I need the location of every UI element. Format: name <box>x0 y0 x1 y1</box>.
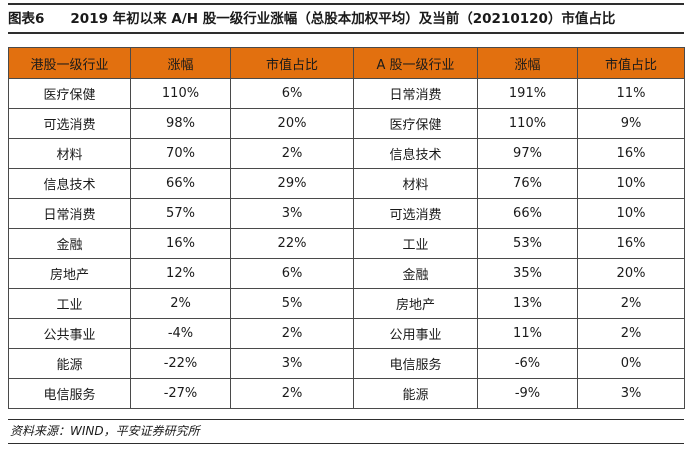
hk-change-cell: -27% <box>130 378 231 409</box>
column-header: 港股一级行业 <box>8 47 131 79</box>
hk-marketcap-cell: 20% <box>230 108 354 139</box>
hk-industry-cell: 信息技术 <box>8 168 131 199</box>
a-marketcap-cell: 10% <box>577 198 685 229</box>
table-body: 医疗保健 110% 6% 日常消费 191% 11% 可选消费 98% 20% 医疗保健 110% 9… <box>8 78 685 409</box>
a-change-cell: 11% <box>477 318 578 349</box>
hk-change-cell: 16% <box>130 228 231 259</box>
hk-marketcap-cell: 6% <box>230 78 354 109</box>
hk-change-cell: 12% <box>130 258 231 289</box>
hk-industry-cell: 工业 <box>8 288 131 319</box>
a-industry-cell: 公用事业 <box>353 318 478 349</box>
a-marketcap-cell: 11% <box>577 78 685 109</box>
hk-industry-cell: 可选消费 <box>8 108 131 139</box>
hk-change-cell: -22% <box>130 348 231 379</box>
a-marketcap-cell: 16% <box>577 228 685 259</box>
hk-marketcap-cell: 29% <box>230 168 354 199</box>
hk-change-cell: 70% <box>130 138 231 169</box>
hk-industry-cell: 金融 <box>8 228 131 259</box>
table-row: 材料 70% 2% 信息技术 97% 16% <box>8 138 685 169</box>
column-header: A 股一级行业 <box>353 47 478 79</box>
source-bottom-rule <box>8 443 684 444</box>
hk-industry-cell: 电信服务 <box>8 378 131 409</box>
hk-marketcap-cell: 2% <box>230 318 354 349</box>
hk-industry-cell: 公共事业 <box>8 318 131 349</box>
hk-marketcap-cell: 3% <box>230 198 354 229</box>
hk-change-cell: 57% <box>130 198 231 229</box>
a-change-cell: 110% <box>477 108 578 139</box>
hk-marketcap-cell: 3% <box>230 348 354 379</box>
hk-industry-cell: 能源 <box>8 348 131 379</box>
a-change-cell: 53% <box>477 228 578 259</box>
column-header: 市值占比 <box>230 47 354 79</box>
hk-change-cell: -4% <box>130 318 231 349</box>
a-change-cell: -6% <box>477 348 578 379</box>
column-header: 涨幅 <box>130 47 231 79</box>
column-header: 涨幅 <box>477 47 578 79</box>
hk-marketcap-cell: 22% <box>230 228 354 259</box>
a-marketcap-cell: 20% <box>577 258 685 289</box>
a-change-cell: -9% <box>477 378 578 409</box>
table-row: 工业 2% 5% 房地产 13% 2% <box>8 288 685 319</box>
ah-industry-table: 港股一级行业 涨幅 市值占比 A 股一级行业 涨幅 市值占比 医疗保健 110% 6% 日常消费… <box>8 47 685 409</box>
source-block: 资料来源：WIND，平安证券研究所 <box>0 419 692 444</box>
column-header: 市值占比 <box>577 47 685 79</box>
hk-industry-cell: 材料 <box>8 138 131 169</box>
a-industry-cell: 能源 <box>353 378 478 409</box>
a-marketcap-cell: 16% <box>577 138 685 169</box>
a-industry-cell: 医疗保健 <box>353 108 478 139</box>
hk-change-cell: 2% <box>130 288 231 319</box>
a-marketcap-cell: 10% <box>577 168 685 199</box>
table-row: 信息技术 66% 29% 材料 76% 10% <box>8 168 685 199</box>
a-change-cell: 191% <box>477 78 578 109</box>
hk-industry-cell: 房地产 <box>8 258 131 289</box>
a-marketcap-cell: 2% <box>577 288 685 319</box>
hk-marketcap-cell: 2% <box>230 378 354 409</box>
figure-title-row: 图表6 2019 年初以来 A/H 股一级行业涨幅（总股本加权平均）及当前（20… <box>8 5 684 32</box>
a-industry-cell: 可选消费 <box>353 198 478 229</box>
a-industry-cell: 材料 <box>353 168 478 199</box>
table-row: 电信服务 -27% 2% 能源 -9% 3% <box>8 378 685 409</box>
hk-change-cell: 66% <box>130 168 231 199</box>
table-row: 公共事业 -4% 2% 公用事业 11% 2% <box>8 318 685 349</box>
a-industry-cell: 电信服务 <box>353 348 478 379</box>
a-change-cell: 97% <box>477 138 578 169</box>
table-row: 可选消费 98% 20% 医疗保健 110% 9% <box>8 108 685 139</box>
hk-marketcap-cell: 5% <box>230 288 354 319</box>
figure-label: 图表6 <box>8 11 45 27</box>
a-marketcap-cell: 9% <box>577 108 685 139</box>
hk-change-cell: 110% <box>130 78 231 109</box>
table-row: 日常消费 57% 3% 可选消费 66% 10% <box>8 198 685 229</box>
source-top-rule <box>8 419 684 420</box>
a-change-cell: 13% <box>477 288 578 319</box>
a-industry-cell: 日常消费 <box>353 78 478 109</box>
table-row: 能源 -22% 3% 电信服务 -6% 0% <box>8 348 685 379</box>
top-rule <box>8 3 684 5</box>
table-row: 金融 16% 22% 工业 53% 16% <box>8 228 685 259</box>
a-change-cell: 66% <box>477 198 578 229</box>
hk-industry-cell: 日常消费 <box>8 198 131 229</box>
a-marketcap-cell: 2% <box>577 318 685 349</box>
a-industry-cell: 金融 <box>353 258 478 289</box>
a-industry-cell: 信息技术 <box>353 138 478 169</box>
table-header-row: 港股一级行业 涨幅 市值占比 A 股一级行业 涨幅 市值占比 <box>8 47 685 79</box>
table-row: 房地产 12% 6% 金融 35% 20% <box>8 258 685 289</box>
title-bottom-rule <box>8 32 684 34</box>
hk-change-cell: 98% <box>130 108 231 139</box>
a-marketcap-cell: 3% <box>577 378 685 409</box>
a-marketcap-cell: 0% <box>577 348 685 379</box>
a-change-cell: 76% <box>477 168 578 199</box>
table-row: 医疗保健 110% 6% 日常消费 191% 11% <box>8 78 685 109</box>
figure-title: 2019 年初以来 A/H 股一级行业涨幅（总股本加权平均）及当前（202101… <box>70 11 616 27</box>
a-industry-cell: 房地产 <box>353 288 478 319</box>
source-text: 资料来源：WIND，平安证券研究所 <box>10 424 200 438</box>
a-industry-cell: 工业 <box>353 228 478 259</box>
a-change-cell: 35% <box>477 258 578 289</box>
hk-industry-cell: 医疗保健 <box>8 78 131 109</box>
hk-marketcap-cell: 6% <box>230 258 354 289</box>
hk-marketcap-cell: 2% <box>230 138 354 169</box>
